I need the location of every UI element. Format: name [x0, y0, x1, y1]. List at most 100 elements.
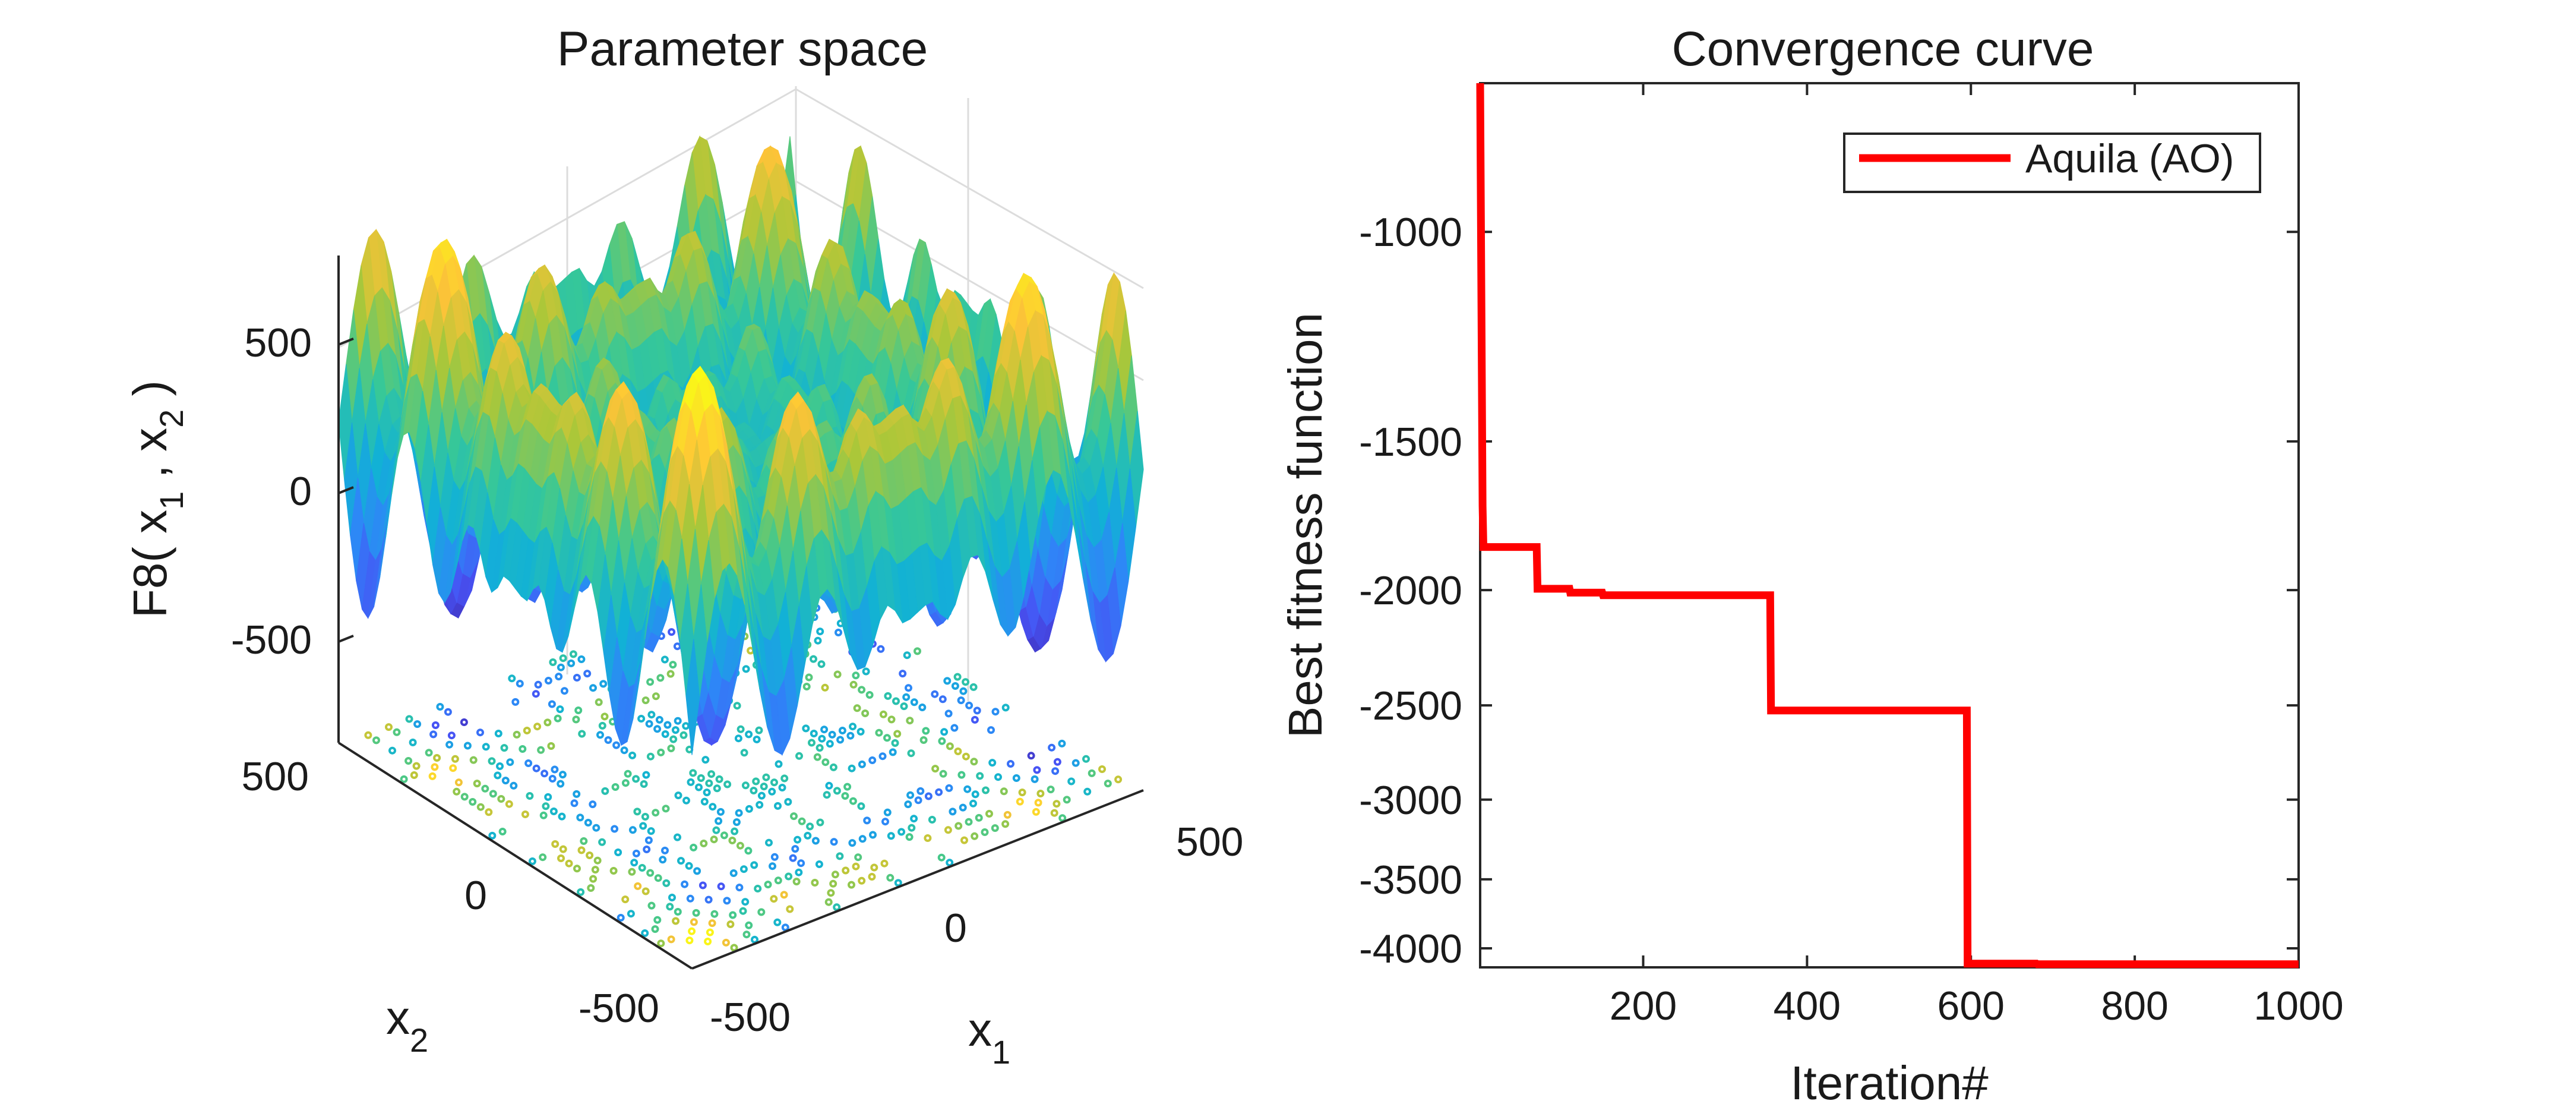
contour-mark: [589, 800, 597, 809]
contour-mark: [1058, 739, 1066, 747]
contour-mark: [621, 895, 630, 904]
contour-mark: [831, 870, 839, 879]
contour-mark: [551, 840, 560, 848]
contour-mark: [544, 793, 552, 801]
z-tick-label: -500: [231, 617, 312, 663]
contour-mark: [645, 720, 653, 728]
contour-mark: [858, 835, 867, 843]
contour-mark: [428, 772, 437, 780]
contour-mark: [685, 862, 693, 870]
contour-mark: [688, 927, 696, 935]
contour-mark: [833, 787, 841, 795]
contour-mark: [1036, 790, 1045, 797]
contour-mark: [1058, 814, 1067, 822]
contour-mark: [621, 779, 630, 787]
contour-mark: [742, 930, 751, 939]
contour-mark: [841, 792, 849, 800]
contour-mark: [511, 698, 520, 706]
contour-mark: [722, 938, 730, 947]
contour-mark: [735, 884, 744, 892]
contour-mark: [960, 836, 968, 844]
contour-mark: [750, 787, 758, 794]
contour-mark: [880, 859, 889, 868]
contour-mark: [878, 752, 887, 761]
contour-mark: [431, 763, 439, 771]
contour-mark: [760, 783, 768, 791]
contour-mark: [498, 828, 507, 835]
contour-mark: [551, 765, 559, 774]
contour-mark: [646, 869, 655, 877]
x1-tick-label: 0: [944, 906, 967, 951]
contour-mark: [910, 698, 918, 706]
contour-mark: [539, 853, 547, 862]
x-tick-label: 1000: [2253, 983, 2343, 1029]
contour-mark: [573, 674, 581, 682]
contour-mark: [674, 717, 682, 725]
contour-mark: [400, 775, 408, 783]
contour-mark: [589, 684, 597, 692]
y-tick-label: -3500: [1359, 857, 1462, 903]
contour-mark: [712, 826, 720, 834]
contour-mark: [673, 642, 681, 651]
contour-mark: [539, 811, 548, 819]
contour-mark: [829, 879, 837, 888]
contour-mark: [863, 816, 871, 825]
contour-mark: [632, 775, 640, 783]
contour-mark: [709, 803, 717, 811]
contour-mark: [584, 819, 592, 827]
contour-mark: [577, 888, 585, 896]
contour-mark: [775, 760, 783, 768]
contour-mark: [798, 817, 806, 825]
contour-mark: [580, 837, 588, 845]
contour-mark: [755, 726, 763, 734]
contour-mark: [815, 860, 823, 868]
contour-mark: [940, 728, 949, 736]
contour-mark: [970, 758, 978, 766]
contour-mark: [945, 784, 953, 792]
contour-mark: [692, 909, 700, 917]
contour-mark: [641, 696, 650, 705]
contour-mark: [388, 746, 396, 755]
contour-mark: [429, 730, 438, 739]
contour-mark: [445, 740, 454, 749]
contour-mark: [637, 715, 646, 723]
contour-mark: [943, 677, 952, 685]
contour-mark: [973, 706, 981, 715]
contour-mark: [905, 833, 914, 841]
contour-mark: [835, 629, 842, 636]
contour-mark: [916, 787, 925, 795]
contour-mark: [730, 944, 738, 952]
contour-mark: [482, 743, 490, 751]
contour-mark: [946, 742, 954, 750]
contour-mark: [1007, 760, 1014, 768]
contour-mark: [892, 697, 900, 705]
convergence-title: Convergence curve: [1671, 22, 2094, 76]
y-tick-label: -4000: [1359, 926, 1462, 971]
contour-mark: [975, 813, 983, 822]
contour-mark: [963, 785, 972, 793]
contour-mark: [732, 818, 741, 827]
contour-mark: [674, 833, 681, 841]
contour-mark: [513, 730, 521, 739]
contour-mark: [633, 808, 641, 816]
contour-mark: [751, 935, 758, 944]
contour-mark: [620, 746, 628, 755]
contour-mark: [804, 831, 812, 840]
contour-mark: [628, 826, 637, 834]
contour-mark: [587, 884, 595, 892]
contour-mark: [811, 879, 819, 887]
contour-mark: [453, 787, 461, 796]
contour-mark: [662, 879, 671, 887]
contour-mark: [906, 717, 914, 725]
contour-mark: [765, 838, 773, 847]
contour-mark: [526, 792, 534, 800]
contour-mark: [752, 777, 760, 786]
contour-mark: [574, 706, 583, 714]
contour-mark: [852, 862, 860, 870]
contour-mark: [549, 658, 557, 666]
contour-mark: [628, 751, 637, 759]
contour-mark: [510, 781, 518, 790]
contour-mark: [646, 752, 655, 761]
contour-mark: [816, 627, 824, 636]
contour-mark: [666, 670, 675, 678]
